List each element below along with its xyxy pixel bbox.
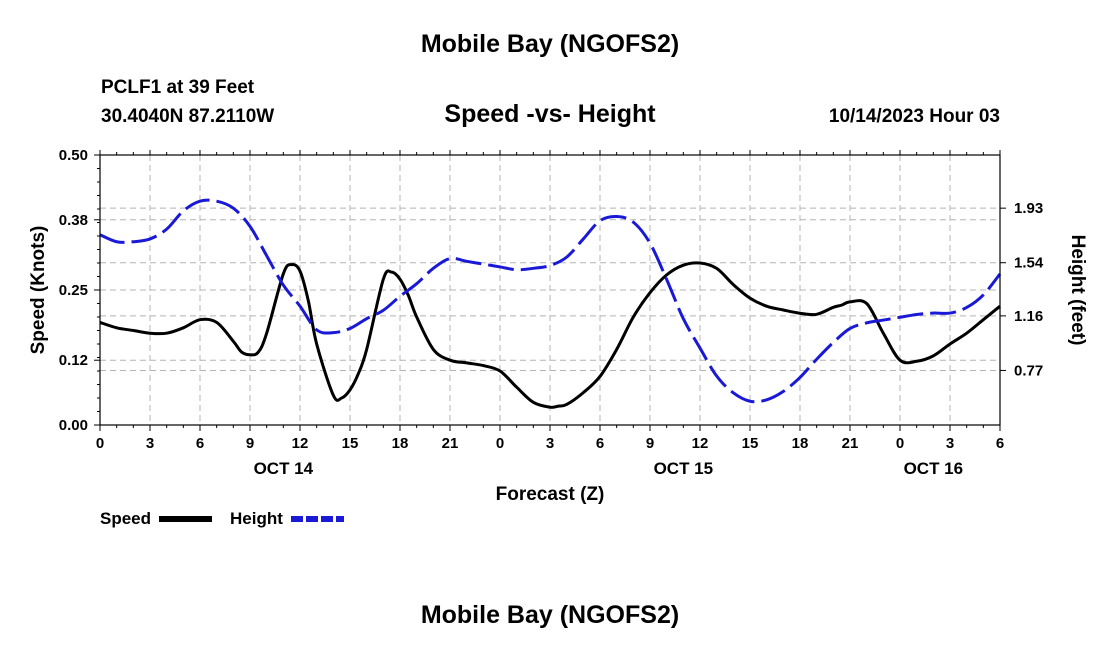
x-tick-label: 9 [646, 435, 654, 452]
y-tick-label: 0.38 [59, 212, 88, 229]
legend-speed-label: Speed [100, 509, 152, 528]
x-tick-label: 6 [996, 435, 1004, 452]
x-tick-label: 12 [692, 435, 709, 452]
legend-speed-swatch [159, 516, 212, 522]
y-tick-label: 0.25 [59, 282, 88, 299]
speed-height-chart: 0 3 6 9 12 15 18 21 0 3 6 9 12 15 18 21 0 3 6 OCT 14 OCT 15 O… [28, 147, 1088, 505]
timestamp-label: 10/14/2023 Hour 03 [828, 106, 1000, 127]
x-tick-label: 0 [896, 435, 904, 452]
y-tick-label: 0.00 [59, 417, 88, 434]
speed-series-line [99, 261, 1001, 409]
y-axis-title: Speed (Knots) [28, 226, 49, 355]
x-date-label: OCT 14 [254, 459, 314, 478]
legend-height-swatch [291, 516, 344, 522]
x-tick-label: 21 [842, 435, 859, 452]
x-tick-label: 18 [792, 435, 809, 452]
axis-layer: 0 3 6 9 12 15 18 21 0 3 6 9 12 15 18 21 0 3 6 OCT 14 OCT 15 O… [59, 147, 1044, 478]
x-tick-label: 12 [292, 435, 309, 452]
x-tick-label: 6 [596, 435, 604, 452]
x-tick-label: 0 [96, 435, 104, 452]
x-axis-title: Forecast (Z) [496, 484, 605, 505]
x-date-label: OCT 15 [654, 459, 714, 478]
x-tick-label: 0 [496, 435, 504, 452]
footer-title: Mobile Bay (NGOFS2) [420, 601, 680, 629]
coordinates-label: 30.4040N 87.2110W [101, 106, 275, 127]
x-tick-label: 21 [442, 435, 459, 452]
y2-tick-label: 0.77 [1014, 362, 1043, 379]
grid-lines [100, 155, 1000, 425]
main-title: Mobile Bay (NGOFS2) [420, 30, 680, 58]
y2-tick-label: 1.16 [1014, 308, 1043, 325]
x-tick-label: 3 [146, 435, 154, 452]
y2-tick-label: 1.54 [1014, 255, 1044, 272]
x-tick-label: 3 [946, 435, 954, 452]
x-date-label: OCT 16 [904, 459, 964, 478]
station-label: PCLF1 at 39 Feet [101, 77, 255, 98]
series-layer [99, 198, 1002, 409]
y2-axis-title: Height (feet) [1067, 235, 1088, 346]
height-series-line [99, 198, 1002, 404]
x-tick-label: 9 [246, 435, 254, 452]
x-tick-label: 6 [196, 435, 204, 452]
y-tick-label: 0.50 [59, 147, 88, 164]
x-tick-label: 3 [546, 435, 554, 452]
x-tick-label: 18 [392, 435, 409, 452]
y-tick-label: 0.12 [59, 352, 88, 369]
x-tick-label: 15 [742, 435, 759, 452]
x-tick-label: 15 [342, 435, 359, 452]
chart-subtitle: Speed -vs- Height [444, 100, 656, 128]
y2-tick-label: 1.93 [1014, 200, 1043, 217]
legend-height-label: Height [230, 509, 283, 528]
